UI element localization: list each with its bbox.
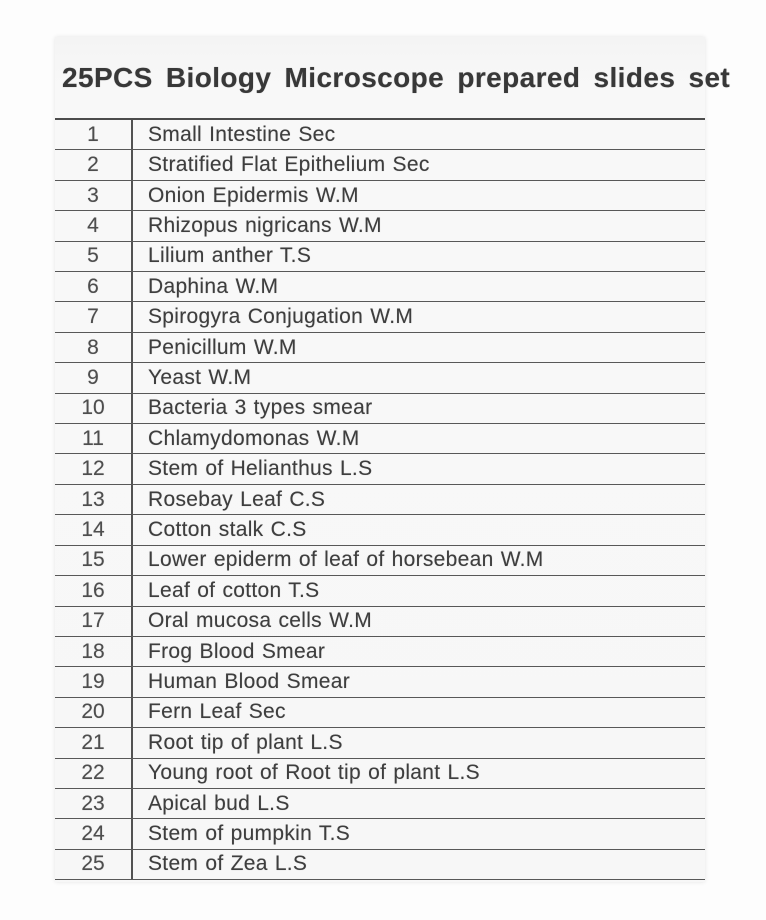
row-number: 3 [55,180,133,211]
table-row: 7 Spirogyra Conjugation W.M [55,302,705,333]
row-number: 15 [55,545,133,576]
table-row: 1 Small Intestine Sec [55,120,705,151]
row-number: 14 [55,515,133,545]
row-number: 18 [55,636,133,667]
row-name: Lower epiderm of leaf of horsebean W.M [148,548,544,572]
row-number: 20 [55,697,133,728]
row-number: 11 [55,424,133,454]
slides-list-card: 25PCS Biology Microscope prepared slides… [55,37,731,882]
table-row: 17 Oral mucosa cells W.M [55,606,705,637]
table-row: 15 Lower epiderm of leaf of horsebean W.… [55,545,705,577]
table-row: 19 Human Blood Smear [55,667,705,698]
table-row: 9 Yeast W.M [55,363,705,394]
row-number: 7 [55,302,133,332]
row-name: Penicillum W.M [148,335,297,359]
table-row: 23 Apical bud L.S [55,788,705,820]
table-row: 18 Frog Blood Smear [55,636,705,668]
table-row: 4 Rhizopus nigricans W.M [55,211,705,242]
row-name: Apical bud L.S [148,791,290,815]
row-name: Oral mucosa cells W.M [148,609,373,633]
row-name: Stem of Zea L.S [148,852,308,876]
table-row: 14 Cotton stalk C.S [55,515,705,546]
table-row: 13 Rosebay Leaf C.S [55,484,705,516]
row-number: 12 [55,454,133,484]
row-name: Leaf of cotton T.S [148,578,320,602]
row-name: Yeast W.M [148,365,252,389]
row-name: Onion Epidermis W.M [148,183,359,207]
row-number: 10 [55,393,133,424]
slides-table: 1 Small Intestine Sec 2 Stratified Flat … [55,118,705,881]
table-row: 21 Root tip of plant L.S [55,728,705,759]
row-name: Spirogyra Conjugation W.M [148,305,414,329]
page-title: 25PCS Biology Microscope prepared slides… [62,61,731,93]
row-name: Stratified Flat Epithelium Sec [148,153,430,177]
table-row: 3 Onion Epidermis W.M [55,180,705,212]
row-number: 4 [55,211,133,241]
row-name: Chlamydomonas W.M [148,426,360,450]
row-number: 13 [55,484,133,515]
row-name: Lilium anther T.S [148,244,312,268]
table-row: 11 Chlamydomonas W.M [55,424,705,455]
row-number: 25 [55,849,133,880]
row-number: 6 [55,272,133,302]
table-row: 5 Lilium anther T.S [55,241,705,273]
table-row: 22 Young root of Root tip of plant L.S [55,758,705,789]
row-number: 17 [55,606,133,636]
row-name: Daphina W.M [148,274,279,298]
table-row: 16 Leaf of cotton T.S [55,576,705,607]
row-name: Cotton stalk C.S [148,517,307,541]
row-number: 8 [55,332,133,363]
row-number: 2 [55,150,133,180]
row-name: Small Intestine Sec [148,122,336,146]
table-row: 20 Fern Leaf Sec [55,697,705,729]
table-row: 2 Stratified Flat Epithelium Sec [55,150,705,181]
row-number: 1 [55,120,133,150]
row-name: Rhizopus nigricans W.M [148,213,382,237]
row-number: 23 [55,788,133,819]
row-name: Bacteria 3 types smear [148,396,373,420]
table-row: 6 Daphina W.M [55,272,705,303]
row-number: 16 [55,576,133,606]
row-name: Young root of Root tip of plant L.S [148,761,480,785]
table-row: 25 Stem of Zea L.S [55,849,705,881]
table-row: 24 Stem of pumpkin T.S [55,819,705,850]
row-name: Stem of pumpkin T.S [148,822,351,846]
row-number: 5 [55,241,133,272]
table-row: 12 Stem of Helianthus L.S [55,454,705,485]
table-row: 10 Bacteria 3 types smear [55,393,705,425]
row-name: Root tip of plant L.S [148,730,343,754]
row-number: 21 [55,728,133,758]
row-name: Rosebay Leaf C.S [148,487,326,511]
row-name: Stem of Helianthus L.S [148,457,373,481]
row-name: Fern Leaf Sec [148,700,286,724]
row-name: Frog Blood Smear [148,639,326,663]
row-number: 19 [55,667,133,697]
row-number: 24 [55,819,133,849]
table-row: 8 Penicillum W.M [55,332,705,364]
row-name: Human Blood Smear [148,670,351,694]
row-number: 9 [55,363,133,393]
row-number: 22 [55,758,133,788]
